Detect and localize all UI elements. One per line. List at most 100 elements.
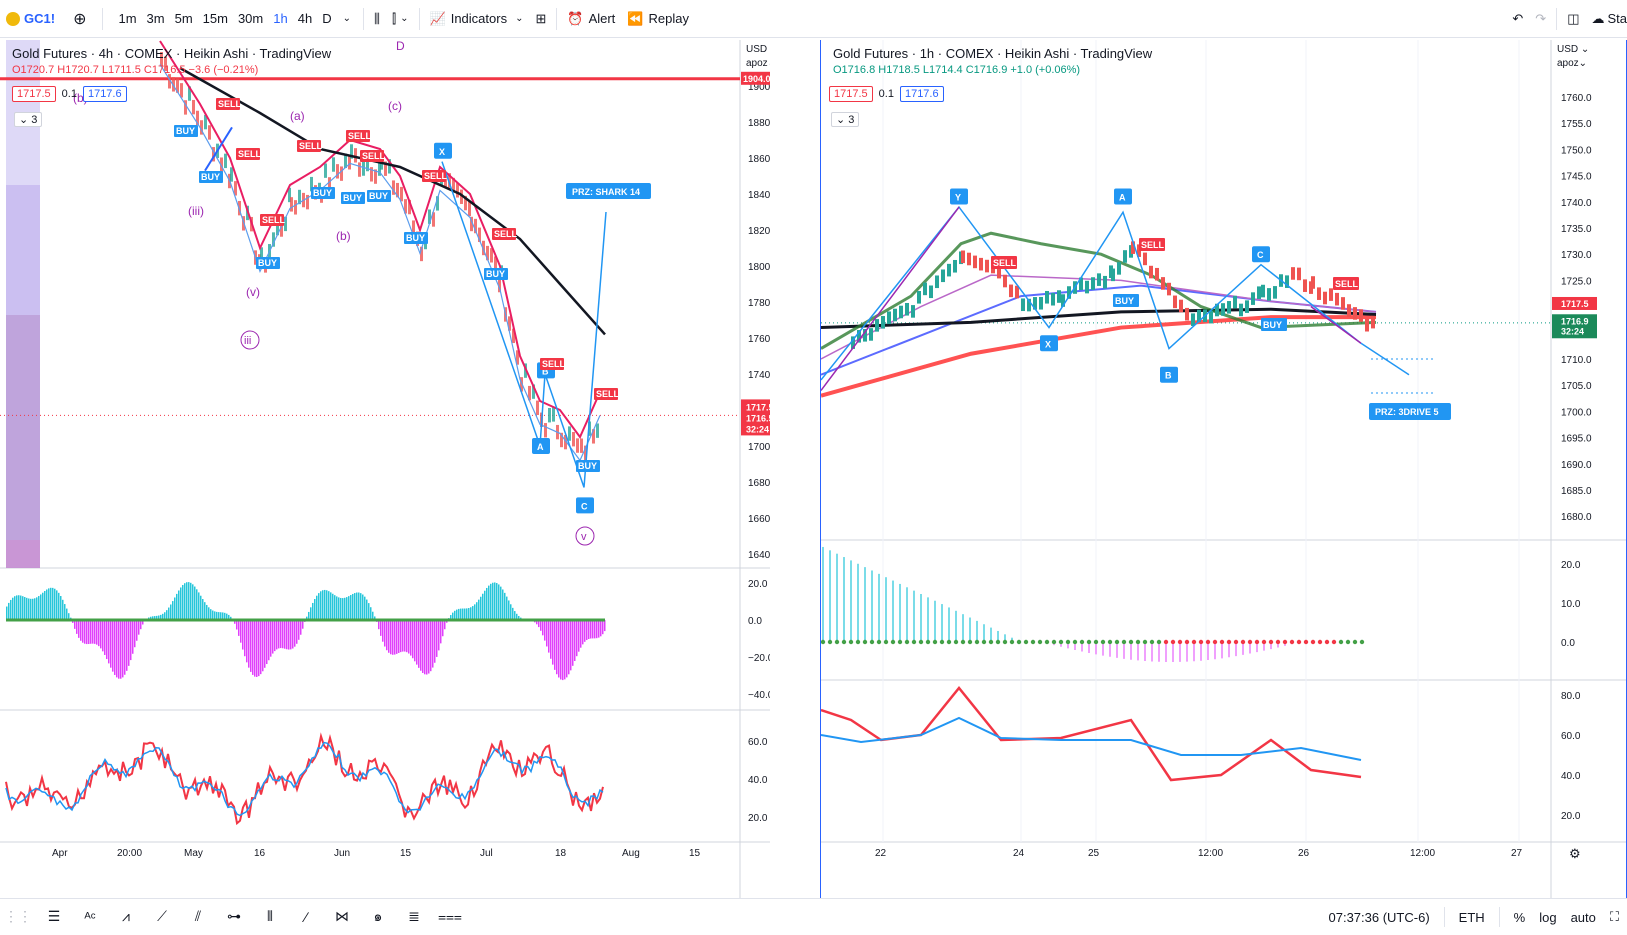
alert-button[interactable]: ⏰Alert [561,5,621,33]
histogram-bar [254,620,256,677]
interval-30m[interactable]: 30m [233,11,268,26]
interval-4h[interactable]: 4h [293,11,317,26]
price-tick-label: 1860.0 [748,154,770,165]
replay-button[interactable]: ⏪Replay [621,5,695,33]
sell-price-button[interactable]: 1717.5 [829,86,873,102]
layout-button[interactable]: ⊞ [529,5,552,33]
histogram-bar [198,592,200,620]
right-ohlc: O1716.8 H1718.5 L1714.4 C1716.9 +1.0 (+0… [833,64,1080,76]
chevron-down-icon[interactable]: ⌄ [343,13,351,24]
percent-scale-button[interactable]: % [1514,910,1526,925]
interval-5m[interactable]: 5m [170,11,198,26]
left-chart-pane[interactable]: 1900.01880.01860.01840.01820.01800.01780… [0,40,770,898]
redo-button[interactable]: ↷ [1529,5,1552,33]
drag-handle-icon[interactable]: ⋮⋮ [6,906,30,928]
osc-tick-label: 0.0 [748,616,762,627]
candle [1191,313,1195,326]
bar-type-button[interactable]: ⫼ [368,5,386,33]
histogram-bar [334,595,336,620]
candle [324,163,327,177]
histogram-bar [472,606,474,620]
interval-1m[interactable]: 1m [113,11,141,26]
cloud-save-button[interactable]: ☁Sta [1585,5,1627,33]
trend-line-icon[interactable]: ⟋ [150,906,174,928]
histogram-bar [192,584,194,620]
histogram-bar [320,591,322,620]
osc-tick-label: 20.0 [1561,811,1581,822]
interval-15m[interactable]: 15m [198,11,233,26]
buy-price-button[interactable]: 1717.6 [83,86,127,102]
zero-dot [1038,640,1042,644]
histogram-bar [246,620,248,662]
histogram-bar [118,620,120,679]
interval-1h[interactable]: 1h [268,11,292,26]
signal-tag-label: SELL [993,258,1017,268]
cloud-icon: ☁ [1591,11,1604,27]
histogram-bar [180,587,182,620]
candle [961,251,965,264]
price-tick-label: 1730.0 [1561,250,1592,261]
osc-tick-label: −20.0 [748,653,770,664]
histogram-bar [30,599,32,620]
fullscreen-icon[interactable]: ⛶ [1610,909,1619,925]
abcd-pattern-icon[interactable]: ᴬᶜ [78,906,102,928]
candle [893,309,897,322]
candle [1365,319,1369,332]
price-tick-label: 1725.0 [1561,276,1592,287]
histogram-bar [32,599,34,620]
candle [881,316,885,329]
candle [580,438,583,452]
interval-3m[interactable]: 3m [142,11,170,26]
session-button[interactable]: ETH [1459,910,1485,925]
histogram-bar [80,620,82,641]
histogram-bar [128,620,130,666]
fib-retracement-icon[interactable]: ≣ [402,906,426,928]
alarm-clock-icon: ⏰ [567,11,583,27]
indicators-button[interactable]: 📈Indicators⌄ [424,5,530,33]
histogram-bar [360,593,362,620]
gann-icon[interactable]: ⦀ [258,906,282,928]
fib-spiral-icon[interactable]: ๑ [366,906,390,928]
collapse-indicators-button[interactable]: ⌄ 3 [831,112,859,127]
fib-extension-icon[interactable]: ⩶ [438,906,462,928]
sell-price-button[interactable]: 1717.5 [12,86,56,102]
measure-icon[interactable]: ⊶ [222,906,246,928]
zero-dot [1297,640,1301,644]
wave-pattern-icon[interactable]: ⩘ [114,906,138,928]
auto-scale-button[interactable]: auto [1571,910,1596,925]
symbol-search[interactable]: GC1! [0,5,61,33]
right-chart-canvas[interactable]: 1760.01755.01750.01745.01740.01735.01730… [821,40,1626,898]
log-scale-button[interactable]: log [1539,910,1556,925]
histogram-bar [36,597,38,620]
histogram-bar [240,620,242,643]
histogram-bar [336,596,338,620]
collapse-indicators-button[interactable]: ⌄ 3 [14,112,42,127]
clock-label[interactable]: 07:37:36 (UTC-6) [1329,910,1430,925]
menu-icon[interactable]: ☰ [42,906,66,928]
histogram-bar [364,597,366,620]
histogram-bar [562,620,564,680]
compare-button[interactable]: ⊕ [61,5,98,33]
left-chart-canvas[interactable]: 1900.01880.01860.01840.01820.01800.01780… [0,40,770,898]
histogram-bar [570,620,572,670]
histogram-bar [28,598,30,620]
interval-D[interactable]: D [317,11,336,26]
gold-coin-icon [6,12,20,26]
chart-style-button[interactable]: ⫿⌄ [386,5,415,33]
line-tool-icon[interactable]: ∕ [294,906,318,928]
channel-icon[interactable]: ⫽ [186,906,210,928]
buy-price-button[interactable]: 1717.6 [900,86,944,102]
xabcd-icon[interactable]: ⋈ [330,906,354,928]
undo-button[interactable]: ↶ [1506,5,1529,33]
level-price-label: 1904.0 [743,74,770,84]
pattern-point-label: X [439,147,445,157]
split-layout-button[interactable]: ◫ [1561,5,1585,33]
wave-label: (b) [336,229,351,243]
histogram-bar [426,620,428,675]
zero-dot [842,640,846,644]
histogram-bar [78,620,80,638]
candle [1051,293,1055,306]
histogram-bar [506,597,508,620]
candles-icon: ⫿ [392,11,396,27]
